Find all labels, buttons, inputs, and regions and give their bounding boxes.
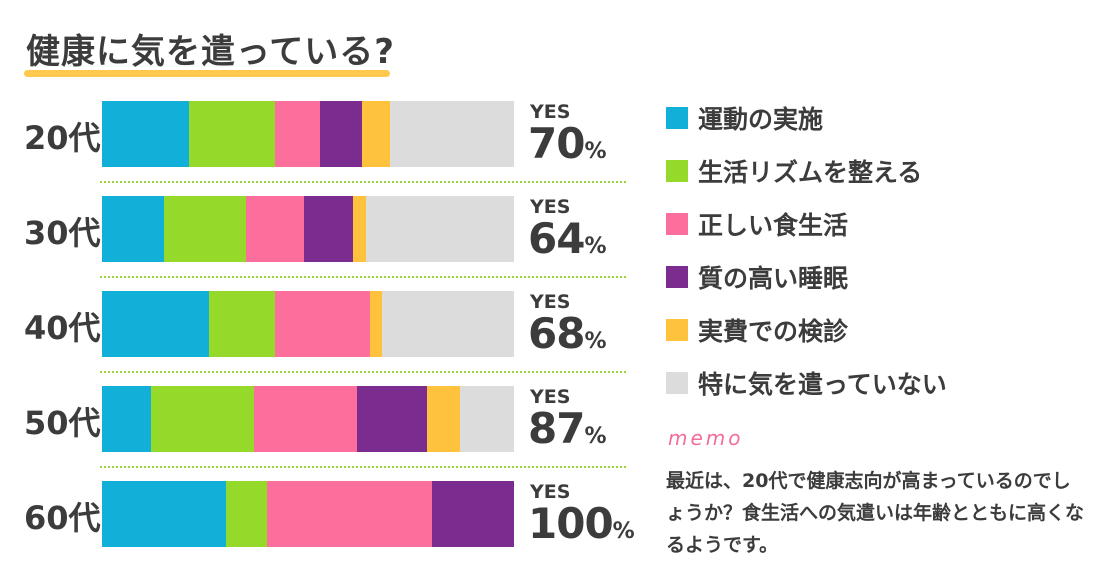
bar-segment (266, 481, 432, 547)
legend-item: 実費での検診 (666, 312, 848, 348)
bar-segment (431, 481, 514, 547)
bar-segment (357, 386, 428, 452)
stacked-bar (102, 386, 514, 452)
bar-segment (390, 101, 514, 167)
bar-segment (320, 101, 362, 167)
bar-segment (102, 196, 164, 262)
bar-segment (102, 481, 226, 547)
row-divider (100, 466, 626, 468)
legend-item: 正しい食生活 (666, 206, 848, 242)
legend-swatch (666, 107, 688, 129)
memo-label: memo (668, 426, 744, 450)
bar-segment (353, 196, 366, 262)
percent-sign: % (612, 519, 635, 544)
bar-segment (254, 386, 358, 452)
category-label: 60代 (24, 499, 101, 537)
yes-value: 100% (528, 499, 635, 548)
memo-text: 最近は、20代で健康志向が高まっているのでしょうか？食生活への気遣いは年齢ととも… (666, 470, 1085, 556)
title-underline (24, 70, 390, 77)
bar-segment (361, 101, 391, 167)
category-label: 20代 (24, 119, 101, 157)
yes-value: 87% (528, 404, 607, 453)
yes-value: 70% (528, 119, 607, 168)
legend-swatch (666, 213, 688, 235)
yes-label: YES (530, 386, 571, 408)
yes-value: 68% (528, 309, 607, 358)
row-divider (100, 276, 626, 278)
legend-label: 運動の実施 (698, 105, 824, 134)
yes-label: YES (530, 196, 571, 218)
percent-sign: % (584, 234, 606, 259)
bar-segment (102, 386, 152, 452)
yes-number: 100 (528, 499, 614, 548)
legend-label: 質の高い睡眠 (698, 264, 849, 293)
chart-title: 健康に気を遣っている? (26, 32, 396, 72)
bar-segment (102, 291, 210, 357)
bar-segment (275, 291, 370, 357)
percent-sign: % (584, 139, 606, 164)
yes-number: 64 (528, 214, 585, 263)
row-divider (100, 371, 626, 373)
legend-swatch (666, 319, 688, 341)
bar-segment (365, 196, 514, 262)
legend-item: 生活リズムを整える (666, 153, 922, 189)
legend-label: 正しい食生活 (698, 211, 849, 240)
bar-segment (209, 291, 276, 357)
bar-segment (151, 386, 255, 452)
legend-item: 質の高い睡眠 (666, 259, 848, 295)
yes-label: YES (530, 101, 571, 123)
bar-segment (275, 101, 321, 167)
row-divider (100, 181, 626, 183)
yes-label: YES (530, 481, 571, 503)
category-label: 50代 (24, 404, 101, 442)
bar-segment (427, 386, 461, 452)
bar-segment (303, 196, 354, 262)
bar-segment (225, 481, 267, 547)
bar-segment (369, 291, 383, 357)
bar-segment (246, 196, 304, 262)
yes-number: 68 (528, 309, 585, 358)
stacked-bar (102, 481, 514, 547)
legend-label: 生活リズムを整える (698, 158, 923, 187)
legend-item: 運動の実施 (666, 100, 823, 136)
category-label: 40代 (24, 309, 101, 347)
yes-value: 64% (528, 214, 607, 263)
legend-item: 特に気を遣っていない (666, 365, 947, 401)
legend-label: 実費での検診 (698, 317, 849, 346)
bar-segment (188, 101, 276, 167)
yes-label: YES (530, 291, 571, 313)
stacked-bar (102, 291, 514, 357)
category-label: 30代 (24, 214, 101, 252)
bar-segment (460, 386, 514, 452)
yes-number: 70 (528, 119, 585, 168)
bar-segment (102, 101, 189, 167)
legend-swatch (666, 160, 688, 182)
legend-label: 特に気を遣っていない (698, 370, 947, 399)
percent-sign: % (584, 424, 606, 449)
percent-sign: % (584, 329, 606, 354)
bar-segment (163, 196, 247, 262)
bar-segment (382, 291, 514, 357)
yes-number: 87 (528, 404, 585, 453)
stacked-bar (102, 101, 514, 167)
legend-swatch (666, 266, 688, 288)
stacked-bar (102, 196, 514, 262)
legend-swatch (666, 372, 688, 394)
